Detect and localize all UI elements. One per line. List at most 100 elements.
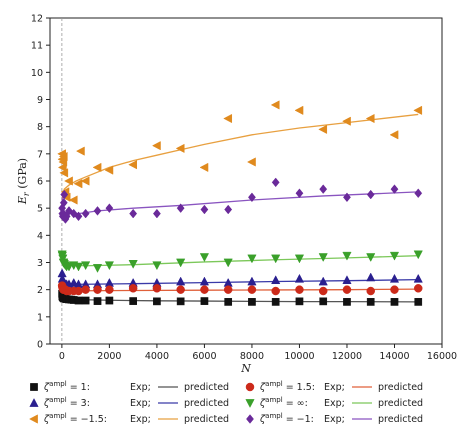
data-point [58, 157, 68, 167]
data-point [129, 297, 138, 305]
data-point [152, 261, 162, 271]
legend-entry: ζampl = 1.5: Exp; predicted [245, 380, 423, 393]
y-tick-label: 4 [37, 231, 43, 242]
y-tick-label: 3 [37, 258, 43, 269]
legend-sup: ampl [49, 380, 67, 388]
data-point [271, 177, 280, 188]
data-point [247, 285, 257, 294]
data-point [129, 208, 138, 219]
data-point [223, 258, 233, 268]
data-point [93, 206, 102, 216]
legend-value: = ∞: [283, 398, 308, 409]
data-point [295, 285, 304, 294]
data-point [74, 296, 83, 305]
legend-label: ζampl = 1: [43, 380, 90, 393]
data-point [294, 254, 305, 264]
legend-pred-label: predicted [378, 382, 423, 393]
y-tick-label: 0 [37, 340, 43, 351]
data-point [413, 284, 423, 293]
data-point [366, 189, 375, 200]
data-point [60, 189, 69, 200]
curves [61, 113, 419, 303]
data-point [93, 285, 102, 294]
data-point [75, 146, 85, 156]
legend-sup: ampl [265, 412, 283, 420]
x-tick-label: 6000 [192, 351, 216, 362]
data-point [65, 206, 73, 216]
legend-sup: ampl [265, 396, 283, 404]
data-point [81, 285, 90, 294]
data-point [413, 250, 423, 260]
legend-param: ζ [259, 382, 266, 393]
data-point [247, 276, 257, 286]
data-point [200, 297, 209, 305]
x-tick-label: 2000 [97, 351, 121, 362]
y-axis-label-main: E [16, 196, 29, 205]
data-point [104, 277, 115, 287]
data-point [414, 298, 423, 306]
data-point [176, 285, 185, 294]
legend-value: = 1.5: [283, 382, 315, 393]
legend-entry: ζampl = −1.5: Exp; predicted [29, 412, 229, 425]
x-tick-label: 0 [59, 351, 65, 362]
predicted-curve [61, 286, 419, 292]
data-point [342, 285, 352, 294]
y-tick-label: 8 [37, 122, 43, 133]
y-axis-label: Er (GPa) [16, 158, 31, 205]
data-point [318, 253, 328, 263]
data-point [80, 176, 90, 186]
data-point [128, 260, 138, 269]
legend-marker [245, 399, 255, 408]
legend-pred-label: predicted [184, 398, 229, 409]
predicted-curve [61, 275, 419, 285]
x-tick-label: 12000 [332, 351, 362, 362]
data-point [271, 286, 280, 296]
data-point [270, 100, 280, 110]
legend-exp-label: Exp; [130, 398, 151, 409]
data-point [81, 296, 90, 305]
data-point [199, 276, 210, 286]
legend-entry: ζampl = 3: Exp; predicted [29, 396, 229, 409]
legend-entry: ζampl = ∞: Exp; predicted [245, 396, 423, 409]
legend-value: = −1: [283, 414, 314, 425]
x-tick-label: 8000 [240, 351, 264, 362]
data-point [74, 286, 83, 296]
data-point [74, 211, 83, 222]
data-point [200, 285, 209, 294]
data-point [247, 254, 257, 264]
x-tick-label: 16000 [427, 351, 457, 362]
y-tick-label: 9 [37, 95, 43, 106]
legend-value: = 3: [67, 398, 90, 409]
legend-param: ζ [43, 382, 50, 393]
legend-value: = 1: [67, 382, 90, 393]
data-point [58, 151, 68, 162]
data-point [59, 168, 69, 178]
data-point [104, 165, 114, 175]
data-point [68, 195, 78, 205]
data-point [93, 297, 102, 305]
legend-marker [30, 383, 38, 391]
data-point [342, 116, 351, 126]
data-point [294, 105, 304, 115]
data-point [271, 254, 281, 264]
data-point [73, 262, 84, 272]
legend-marker [29, 398, 39, 407]
data-point [176, 258, 186, 268]
data-point [319, 184, 328, 194]
data-point [175, 143, 185, 154]
data-point [59, 197, 68, 208]
legend-param: ζ [43, 414, 50, 425]
data-point [414, 188, 423, 199]
data-point [390, 285, 399, 294]
legend-pred-label: predicted [184, 414, 229, 425]
predicted-curve [61, 113, 419, 201]
data-point [390, 298, 399, 306]
data-point [318, 124, 328, 134]
data-point [365, 113, 375, 124]
data-point [248, 298, 256, 306]
x-tick-label: 10000 [284, 351, 314, 362]
data-point [343, 298, 351, 306]
data-point [342, 275, 352, 285]
